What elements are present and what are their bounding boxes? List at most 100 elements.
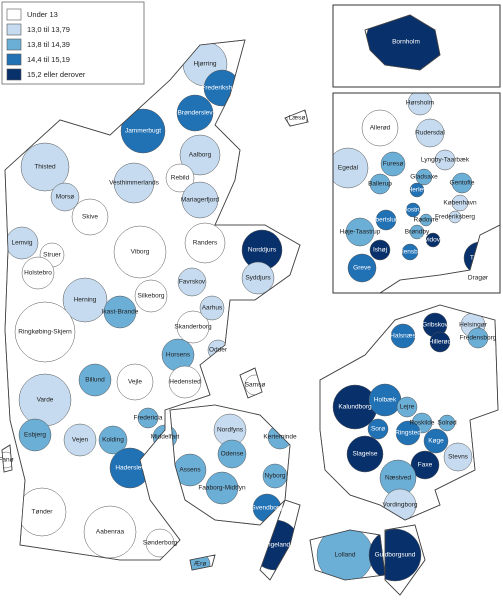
municipality-area — [113, 162, 155, 204]
municipality-label: Skive — [82, 214, 98, 221]
legend-label: 15,2 eller derover — [27, 70, 86, 79]
municipality-area — [18, 418, 52, 452]
municipality-label: Morsø — [56, 194, 74, 201]
municipality-label: Hedensted — [169, 379, 201, 386]
legend-swatch — [6, 23, 22, 36]
municipality-label: Gribskov — [422, 322, 448, 329]
municipality-label: Læsø — [289, 115, 306, 122]
municipality-label: Jammerbugt — [125, 128, 161, 135]
municipality-area — [419, 213, 433, 227]
municipality-label: Viborg — [131, 249, 150, 256]
municipality-area — [20, 142, 70, 192]
municipality-label: Dragør — [468, 275, 489, 282]
municipality-area — [380, 151, 406, 177]
municipality-area — [448, 210, 462, 224]
municipality-label: Vallensbæk — [393, 249, 427, 256]
municipality-area — [409, 182, 425, 198]
municipality-label: Slagelse — [353, 451, 378, 458]
municipality-label: Glostrup — [401, 207, 426, 214]
municipality-area — [83, 505, 137, 559]
municipality-label: Faaborg-Midtfyn — [198, 485, 246, 492]
municipality-area — [395, 420, 421, 446]
municipality-area — [116, 363, 154, 401]
municipality-area — [103, 295, 137, 329]
municipality-label: Fredericia — [134, 415, 163, 422]
municipality-label: Hvidovre — [420, 237, 446, 244]
municipality-label: Lyngby-Taarbæk — [421, 157, 470, 164]
municipality-label: Samsø — [245, 382, 266, 389]
legend-swatch — [6, 8, 22, 21]
municipality-label: Lolland — [335, 552, 356, 559]
municipality-area — [467, 327, 489, 349]
municipality-label: Kalundborg — [338, 404, 372, 411]
municipality-label: Lejre — [400, 404, 415, 411]
municipality-area — [396, 396, 418, 418]
municipality-label: Hørsholm — [406, 100, 434, 107]
municipality-label: Thisted — [34, 164, 56, 171]
municipality-area — [405, 202, 421, 218]
municipality-area — [347, 253, 377, 283]
municipality-label: Brønderslev — [177, 110, 213, 117]
municipality-area — [369, 239, 391, 261]
inset-frame — [332, 92, 501, 294]
municipality-label: Fanø — [0, 457, 14, 464]
municipality-area — [241, 261, 275, 295]
legend: Under 13 13,0 til 13,79 13,8 til 14,39 14,4… — [1, 1, 145, 85]
municipality-area — [137, 407, 159, 429]
municipality-label: Hjørring — [193, 61, 216, 68]
municipality-label: Næstved — [385, 475, 411, 482]
municipality-area — [451, 172, 473, 194]
municipality-label: Helsingør — [459, 322, 488, 329]
municipality-label: Vordingborg — [382, 502, 417, 509]
municipality-label: Herning — [74, 297, 97, 304]
municipality-label: Gentofte — [450, 180, 475, 187]
municipality-area — [120, 108, 166, 154]
municipality-label: Vejen — [72, 437, 89, 444]
municipality-label: Billund — [85, 377, 105, 384]
municipality-area — [165, 163, 195, 193]
municipality-label: Guldborgsund — [375, 552, 416, 559]
municipality-label: Tårnby — [470, 254, 491, 262]
municipality-label: Herlev — [408, 187, 428, 194]
municipality-label: Høje-Taastrup — [340, 229, 381, 236]
municipality-area — [345, 217, 375, 247]
municipality-label: Haderslev — [115, 465, 145, 472]
municipality-label: Svendborg — [251, 505, 283, 512]
municipality-label: Ærø — [194, 561, 207, 568]
municipality-label: Langeland — [260, 542, 291, 549]
legend-label: 13,0 til 13,79 — [27, 25, 70, 34]
municipality-area — [425, 232, 441, 248]
legend-label: 13,8 til 14,39 — [27, 40, 70, 49]
municipality-area — [415, 168, 433, 186]
inset-frame — [332, 4, 501, 88]
municipality-label: Odder — [209, 347, 228, 354]
municipality-label: Gladsaxe — [410, 174, 438, 181]
municipality-label: Norddjurs — [248, 247, 277, 254]
municipality-label: Roskilde — [410, 420, 435, 427]
municipality-label: Rebild — [171, 175, 190, 182]
municipality-label: Assens — [179, 467, 201, 474]
municipality-area — [14, 301, 76, 363]
municipality-label: Ikast-Brande — [102, 309, 139, 316]
municipality-label: Køge — [428, 438, 444, 445]
municipality-label: Hillerød — [429, 339, 452, 346]
municipality-area — [217, 439, 247, 469]
municipality-label: Greve — [353, 265, 371, 272]
municipality-label: Halsnæs — [390, 333, 416, 340]
municipality-label: Middelfart — [151, 434, 180, 441]
municipality-area — [176, 94, 214, 132]
municipality-label: Rudersdal — [415, 130, 445, 137]
legend-swatch — [6, 68, 22, 81]
municipality-area — [415, 118, 445, 148]
municipality-area — [434, 149, 456, 171]
municipality-label: Struer — [43, 252, 62, 259]
municipality-label: Ringkøbing-Skjern — [18, 329, 72, 336]
municipality-area — [375, 209, 397, 231]
municipality-label: København — [443, 200, 477, 207]
municipality-area — [181, 181, 219, 219]
municipality-label: Frederiksberg — [435, 214, 475, 221]
municipality-area — [113, 225, 167, 279]
legend-frame — [1, 1, 145, 85]
municipality-area — [367, 418, 389, 440]
